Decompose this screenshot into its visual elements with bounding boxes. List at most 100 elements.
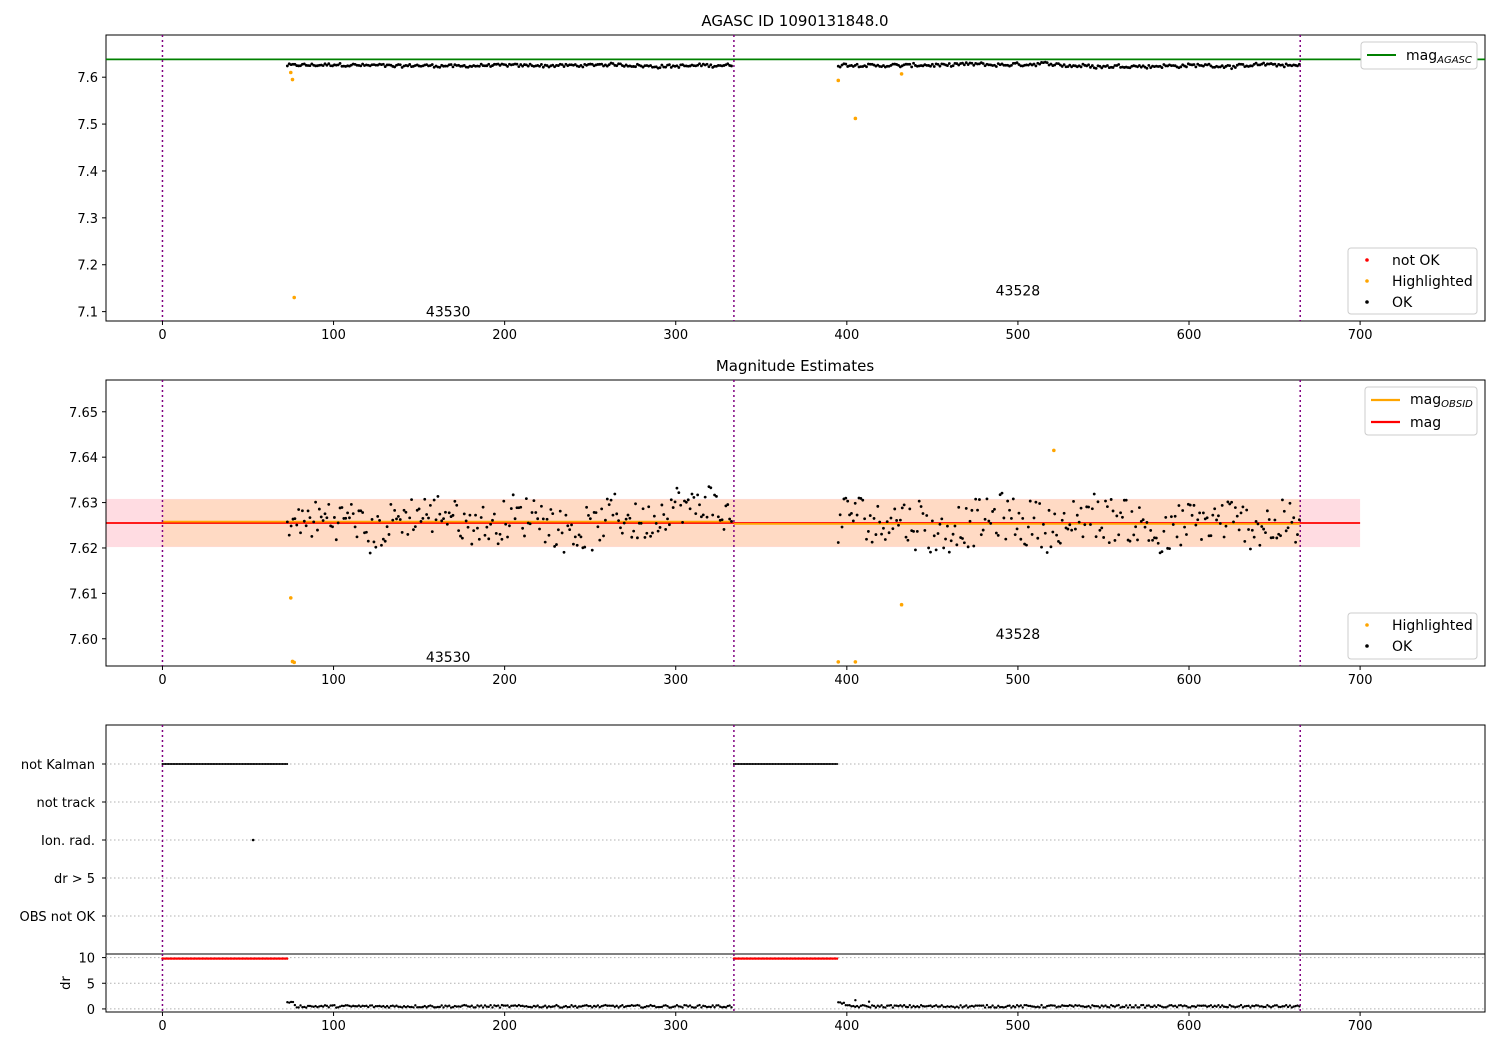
mid-ok-point (636, 536, 639, 540)
mid-ok-point (1137, 506, 1141, 509)
not-kalman-point (264, 763, 267, 765)
mid-ok-point (1200, 538, 1203, 541)
mid-ok-point (1008, 508, 1011, 512)
mid-ok-point (368, 551, 372, 555)
dr-point (653, 1004, 656, 1008)
top-ok-point (579, 63, 583, 67)
dr-point (517, 1003, 521, 1007)
not-kalman-point (742, 763, 745, 765)
mid-ok-point (293, 517, 297, 521)
dr-point (542, 1005, 545, 1008)
mid-ok-point (1117, 533, 1121, 537)
dr-point (1132, 1006, 1135, 1009)
top-ok-point (668, 63, 671, 67)
not-kalman-point (825, 763, 828, 765)
mid-ok-point (897, 523, 900, 527)
dr-point (1055, 1006, 1058, 1009)
not-kalman-point (777, 763, 780, 765)
dr-point (1153, 1004, 1156, 1007)
mid-ok-point (865, 537, 868, 541)
dr-point (493, 1004, 496, 1007)
mid-ok-point (299, 531, 302, 535)
dr-point (427, 1005, 430, 1008)
mid-ok-point (673, 500, 677, 504)
dr-point (1219, 1005, 1222, 1009)
dr-point (895, 1004, 898, 1007)
mid-ok-point (585, 505, 588, 509)
not-kalman-point (814, 763, 817, 765)
top-ok-point (1262, 61, 1266, 65)
mid-ok-point (400, 530, 404, 534)
mid-ok-point (688, 507, 692, 511)
not-kalman-point (765, 763, 768, 765)
mid-ok-point (983, 517, 987, 521)
dr-point (1179, 1003, 1182, 1007)
dr-point (429, 1004, 432, 1007)
dr-point (976, 1004, 979, 1007)
mid-ok-point (334, 538, 338, 542)
mid-ok-point (312, 520, 316, 524)
dr-point (457, 1005, 460, 1008)
mid-ok-point (304, 524, 308, 528)
dr-point (724, 1006, 728, 1009)
dr-point (446, 1005, 449, 1008)
not-kalman-point (181, 763, 184, 765)
mid-ok-point (968, 519, 972, 523)
dr-point (927, 1004, 930, 1008)
dr-point (1106, 1005, 1109, 1009)
mid-ok-point (1098, 528, 1102, 532)
mid-ok-point (1134, 525, 1138, 529)
mid-ok-point (1049, 545, 1053, 549)
mid-highlighted-point (1052, 448, 1056, 453)
dr-point (423, 1004, 426, 1008)
mid-ok-point (477, 537, 481, 541)
not-kalman-point (263, 763, 266, 765)
mid-ok-point (619, 526, 622, 530)
dr-point (361, 1004, 364, 1007)
mid-ok-point (1040, 545, 1043, 549)
mid-ok-point (570, 523, 573, 527)
not-kalman-point (794, 763, 797, 765)
mid-ok-point (613, 492, 617, 496)
top-ok-point (321, 64, 325, 67)
not-kalman-point (286, 763, 289, 765)
mid-ok-point (460, 536, 464, 540)
dr-point (1125, 1004, 1128, 1007)
dr-point (916, 1005, 919, 1008)
dr-point (1207, 1005, 1211, 1008)
top-ok-point (560, 63, 564, 66)
mid-ok-point (577, 533, 581, 537)
mid-ok-point (1079, 506, 1083, 510)
not-kalman-point (746, 763, 749, 765)
mid-ok-point (306, 509, 310, 513)
dr-point (923, 1005, 927, 1008)
mid-ok-point (624, 517, 628, 521)
top-ok-point (308, 64, 312, 68)
dr-point (852, 1004, 855, 1008)
mid-ok-point (1004, 537, 1008, 541)
mid-ok-point (1032, 516, 1036, 520)
dr-point (449, 1006, 453, 1009)
not-kalman-point (172, 763, 175, 765)
mid-ok-point (1109, 498, 1113, 501)
dr-point (715, 1004, 718, 1007)
mid-ok-point (321, 519, 325, 522)
not-kalman-point (786, 763, 789, 765)
top-ok-point (622, 64, 626, 68)
not-kalman-point (792, 763, 795, 765)
dr-point (677, 1005, 681, 1008)
mid-ok-point (404, 510, 408, 514)
mid-ok-point (575, 543, 579, 547)
mid-ok-point (692, 495, 696, 499)
not-kalman-point (218, 763, 221, 765)
mid-ok-point (427, 516, 430, 520)
dr-point (293, 1003, 297, 1007)
dr-point (359, 1005, 362, 1008)
mid-ok-point (491, 518, 494, 522)
not-kalman-point (269, 763, 272, 765)
mid-legend-label: Highlighted (1392, 618, 1473, 634)
mid-ok-point (545, 517, 549, 521)
mid-ok-point (998, 493, 1002, 497)
not-kalman-point (782, 763, 785, 765)
mid-ok-point (870, 540, 874, 544)
